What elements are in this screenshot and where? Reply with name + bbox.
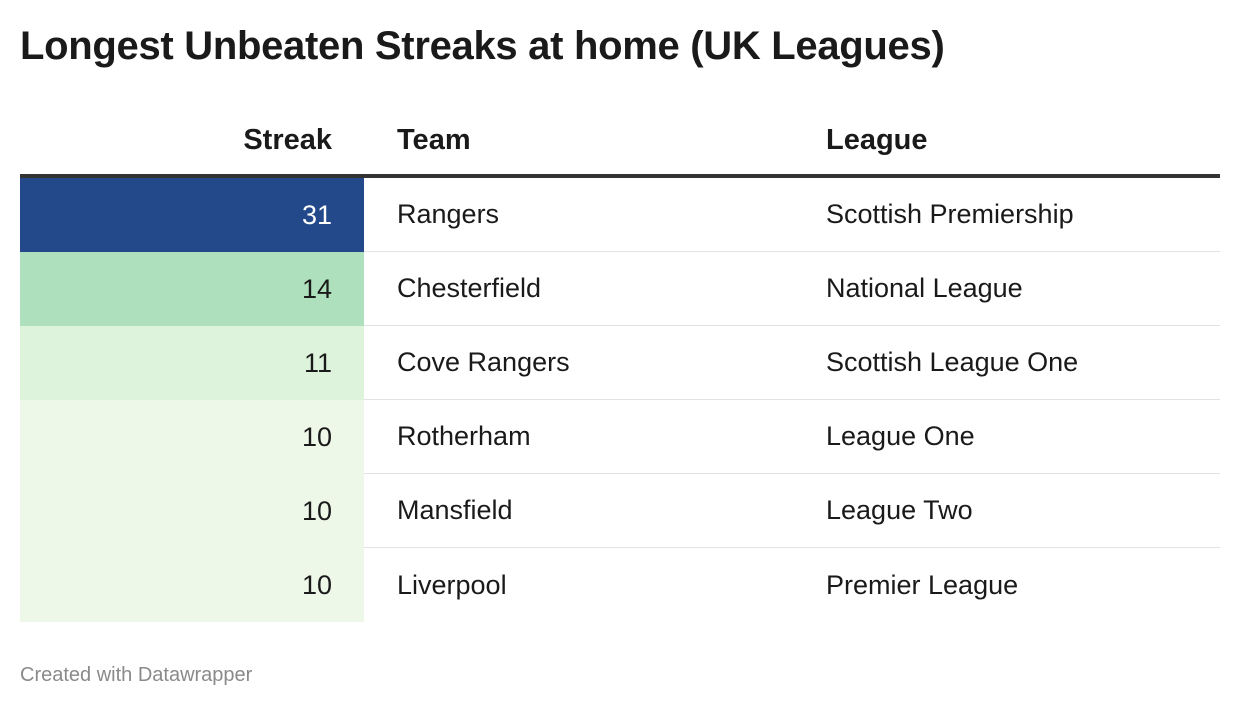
header-team[interactable]: Team: [397, 123, 471, 156]
team-cell: Rangers: [364, 178, 826, 252]
streak-cell: 14: [20, 252, 364, 326]
table-row: 10 Rotherham League One: [20, 400, 1220, 474]
streak-cell: 11: [20, 326, 364, 400]
league-cell: League Two: [826, 474, 1220, 548]
league-cell: League One: [826, 400, 1220, 474]
attribution[interactable]: Created with Datawrapper: [20, 664, 253, 686]
streak-cell: 31: [20, 178, 364, 252]
team-cell: Cove Rangers: [364, 326, 826, 400]
league-cell: National League: [826, 252, 1220, 326]
table-header: Streak Team League: [20, 106, 1220, 178]
league-cell: Scottish League One: [826, 326, 1220, 400]
streak-cell: 10: [20, 400, 364, 474]
table-row: 14 Chesterfield National League: [20, 252, 1220, 326]
header-league[interactable]: League: [826, 123, 928, 156]
chart-title: Longest Unbeaten Streaks at home (UK Lea…: [20, 24, 945, 68]
team-cell: Liverpool: [397, 569, 507, 600]
streak-cell: 10: [20, 548, 364, 622]
table-row: 11 Cove Rangers Scottish League One: [20, 326, 1220, 400]
streaks-table: Streak Team League 31 Rangers Scottish Pre…: [20, 106, 1220, 622]
team-cell: Mansfield: [364, 474, 826, 548]
table-row: 10 Liverpool Premier League: [20, 548, 1220, 622]
table-row: 31 Rangers Scottish Premiership: [20, 178, 1220, 252]
league-cell: Premier League: [826, 569, 1019, 600]
table-body: 31 Rangers Scottish Premiership 14 Chesterfi…: [20, 178, 1220, 622]
team-cell: Rotherham: [364, 400, 826, 474]
league-cell: Scottish Premiership: [826, 178, 1220, 252]
team-cell: Chesterfield: [364, 252, 826, 326]
header-streak[interactable]: Streak: [243, 123, 332, 156]
streak-cell: 10: [20, 474, 364, 548]
table-row: 10 Mansfield League Two: [20, 474, 1220, 548]
